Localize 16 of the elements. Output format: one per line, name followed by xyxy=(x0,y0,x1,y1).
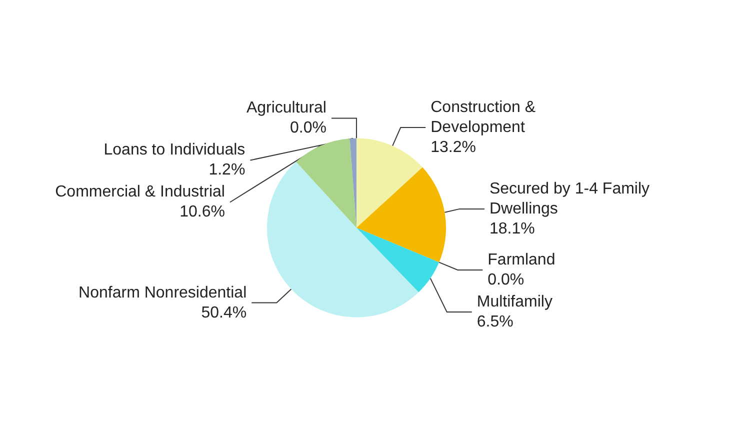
slice-label: Nonfarm Nonresidential xyxy=(78,284,247,302)
slice-label: Loans to Individuals xyxy=(104,142,246,159)
data-label: 1.2% xyxy=(208,162,246,179)
data-label: 10.6% xyxy=(180,204,225,221)
text: 0.0% xyxy=(488,272,524,289)
text: 0.0% xyxy=(290,120,326,137)
slice-label: Secured by 1-4 Family Dwellings xyxy=(489,180,654,218)
slice-label: Construction & Development xyxy=(430,99,540,136)
data-label: 18.1% xyxy=(489,220,535,238)
slice-label: Commercial & Industrial xyxy=(55,184,225,201)
data-label: 13.2% xyxy=(430,139,476,156)
legend-label: Farmland xyxy=(488,252,556,269)
data-label: 50.4% xyxy=(201,304,247,322)
data-label: 6.5% xyxy=(476,314,514,331)
slice-label: Multifamily xyxy=(476,294,552,311)
category-label: Agricultural xyxy=(246,100,326,117)
